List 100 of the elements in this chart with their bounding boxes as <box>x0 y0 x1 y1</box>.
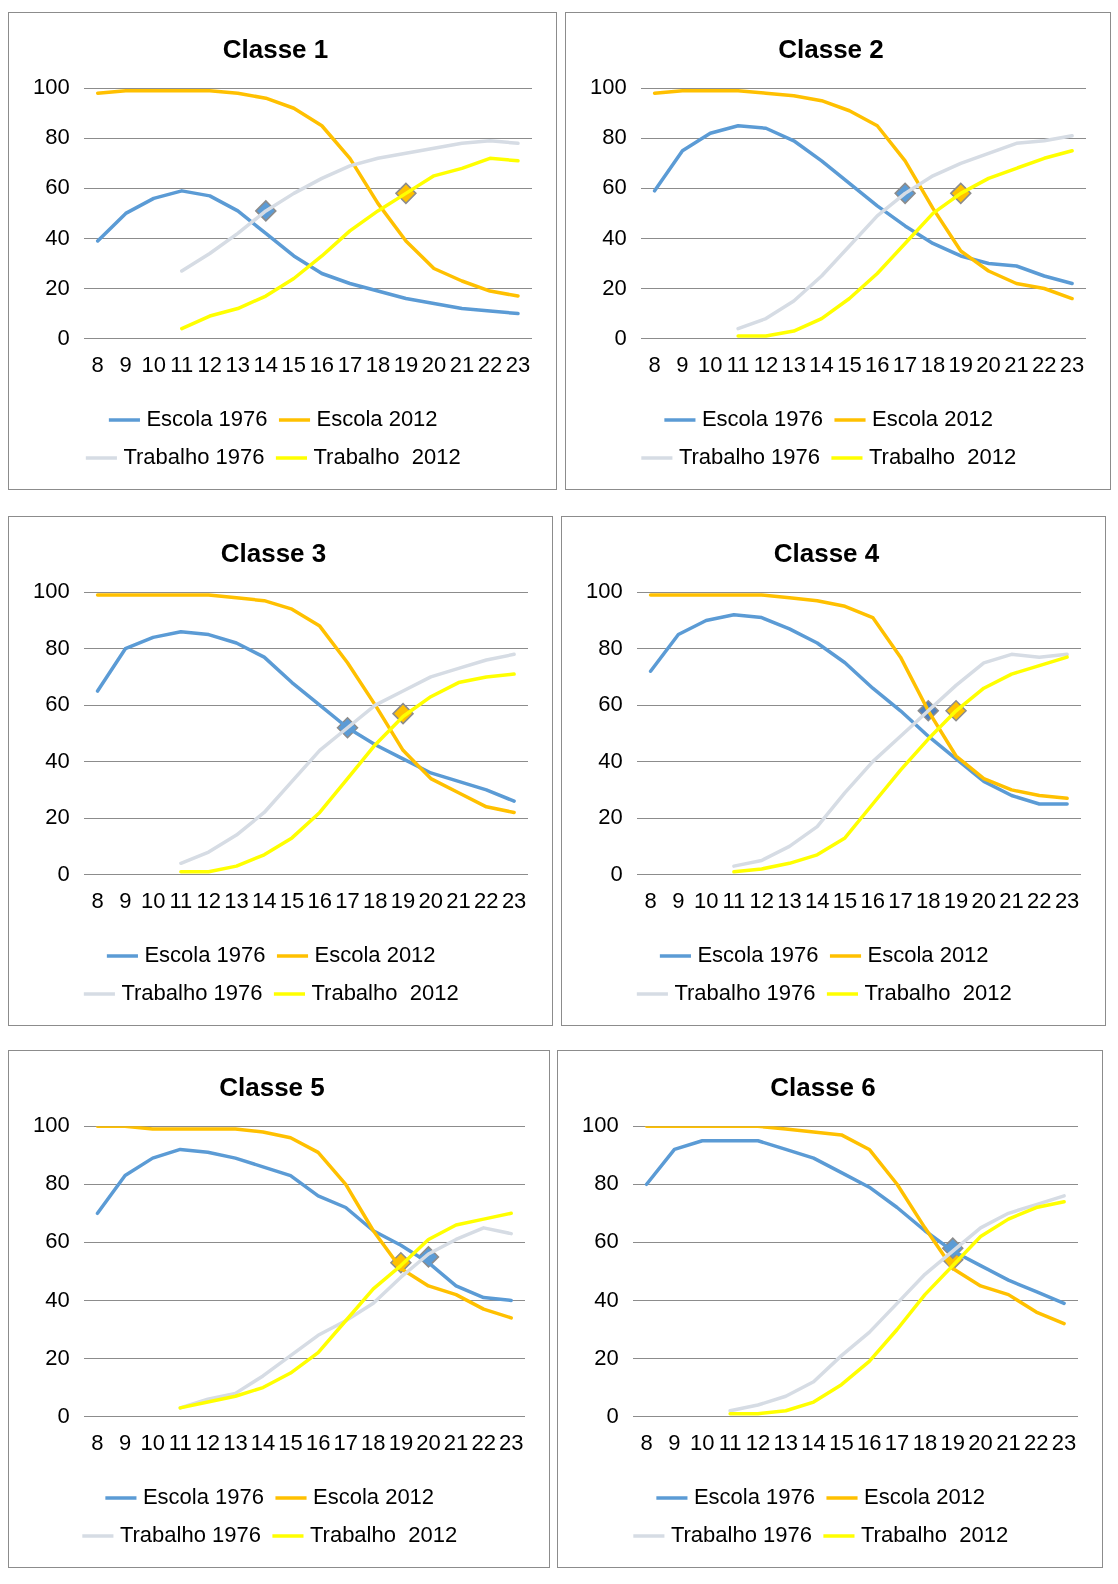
y-tick-label: 80 <box>602 124 627 150</box>
x-tick-label: 16 <box>860 887 885 913</box>
x-tick-label: 19 <box>388 1429 414 1455</box>
x-tick-label: 10 <box>140 887 166 913</box>
x-tick-label: 13 <box>773 1429 799 1455</box>
x-tick-label: 8 <box>640 1429 653 1455</box>
x-tick-label: 23 <box>505 351 531 377</box>
x-tick-label: 13 <box>781 351 807 377</box>
legend-label: Escola 2012 <box>872 406 994 432</box>
y-tick-label: 60 <box>45 691 70 717</box>
x-tick-label: 20 <box>418 887 444 913</box>
y-tick-label: 40 <box>598 747 623 773</box>
x-tick-label: 19 <box>393 351 419 377</box>
x-tick-label: 22 <box>1024 1429 1049 1455</box>
y-tick-label: 0 <box>610 860 623 886</box>
x-tick-label: 21 <box>1004 351 1029 377</box>
x-tick-label: 20 <box>976 351 1001 377</box>
x-tick-label: 16 <box>305 1429 331 1455</box>
legend-label: Escola 2012 <box>313 1484 435 1510</box>
legend-label: Escola 2012 <box>316 406 438 432</box>
x-tick-label: 9 <box>119 351 132 377</box>
x-tick-label: 18 <box>920 351 946 377</box>
x-tick-label: 14 <box>804 887 830 913</box>
legend-label: Escola 2012 <box>864 1484 986 1510</box>
x-tick-label: 22 <box>1032 351 1057 377</box>
y-tick-label: 40 <box>45 1286 70 1312</box>
x-tick-label: 14 <box>250 1429 276 1455</box>
legend-label: Escola 1976 <box>144 942 266 968</box>
x-tick-label: 22 <box>1027 887 1052 913</box>
legend-label: Trabalho 2012 <box>860 1522 1009 1548</box>
y-tick-label: 40 <box>45 747 70 773</box>
x-tick-label: 20 <box>971 887 997 913</box>
x-tick-label: 16 <box>309 351 335 377</box>
x-tick-label: 19 <box>940 1429 965 1455</box>
x-tick-label: 13 <box>777 887 802 913</box>
legend-label: Escola 1976 <box>142 1484 265 1510</box>
x-tick-label: 11 <box>168 1429 192 1455</box>
x-tick-label: 17 <box>884 1429 910 1455</box>
y-tick-label: 0 <box>57 1402 70 1428</box>
x-tick-label: 13 <box>224 887 249 913</box>
x-tick-label: 15 <box>832 887 858 913</box>
x-tick-label: 9 <box>668 1429 681 1455</box>
x-tick-label: 23 <box>1054 887 1080 913</box>
x-tick-label: 17 <box>335 887 360 913</box>
legend-label: Trabalho 1976 <box>121 980 263 1006</box>
x-tick-label: 8 <box>91 351 104 377</box>
chart-title: Classe 6 <box>770 1071 876 1102</box>
x-tick-label: 23 <box>501 887 527 913</box>
x-tick-label: 13 <box>225 351 251 377</box>
legend-label: Trabalho 2012 <box>313 444 461 470</box>
x-tick-label: 10 <box>698 351 723 377</box>
y-tick-label: 20 <box>598 804 623 830</box>
y-tick-label: 80 <box>45 124 70 150</box>
x-tick-label: 9 <box>118 1429 132 1455</box>
x-tick-label: 19 <box>948 351 973 377</box>
x-tick-label: 23 <box>1059 351 1085 377</box>
y-tick-label: 0 <box>57 860 70 886</box>
x-tick-label: 18 <box>363 887 388 913</box>
legend-label: Trabalho 2012 <box>311 980 459 1006</box>
y-tick-label: 20 <box>45 274 70 300</box>
legend-label: Escola 1976 <box>697 942 819 968</box>
legend-label: Trabalho 1976 <box>678 444 820 470</box>
x-tick-label: 15 <box>279 887 305 913</box>
x-tick-label: 10 <box>693 887 719 913</box>
x-tick-label: 18 <box>365 351 391 377</box>
x-tick-label: 18 <box>916 887 941 913</box>
x-tick-label: 21 <box>999 887 1024 913</box>
y-tick-label: 80 <box>45 1170 70 1196</box>
y-tick-label: 40 <box>602 224 627 250</box>
y-tick-label: 0 <box>57 324 70 350</box>
x-tick-label: 12 <box>753 351 779 377</box>
x-tick-label: 10 <box>690 1429 715 1455</box>
legend-label: Trabalho 1976 <box>123 444 265 470</box>
y-tick-label: 80 <box>45 634 70 660</box>
x-tick-label: 23 <box>498 1429 524 1455</box>
x-tick-label: 16 <box>865 351 890 377</box>
x-tick-label: 15 <box>281 351 307 377</box>
y-tick-label: 80 <box>594 1170 619 1196</box>
y-tick-label: 20 <box>602 274 627 300</box>
x-tick-label: 12 <box>197 351 223 377</box>
x-tick-label: 10 <box>141 351 166 377</box>
x-tick-label: 11 <box>170 351 194 377</box>
y-tick-label: 0 <box>606 1402 619 1428</box>
x-tick-label: 10 <box>140 1429 165 1455</box>
x-tick-label: 8 <box>91 887 104 913</box>
x-tick-label: 23 <box>1051 1429 1077 1455</box>
x-tick-label: 13 <box>223 1429 248 1455</box>
x-tick-label: 16 <box>307 887 332 913</box>
y-tick-label: 40 <box>594 1286 619 1312</box>
y-tick-label: 60 <box>598 691 623 717</box>
x-tick-label: 17 <box>892 351 918 377</box>
legend-label: Trabalho 2012 <box>864 980 1012 1006</box>
x-tick-label: 21 <box>449 351 475 377</box>
x-tick-label: 8 <box>648 351 661 377</box>
x-tick-label: 17 <box>337 351 363 377</box>
y-tick-label: 20 <box>594 1344 619 1370</box>
y-tick-label: 100 <box>581 1112 619 1138</box>
y-tick-label: 100 <box>32 578 70 604</box>
x-tick-label: 21 <box>443 1429 469 1455</box>
x-tick-label: 15 <box>278 1429 303 1455</box>
